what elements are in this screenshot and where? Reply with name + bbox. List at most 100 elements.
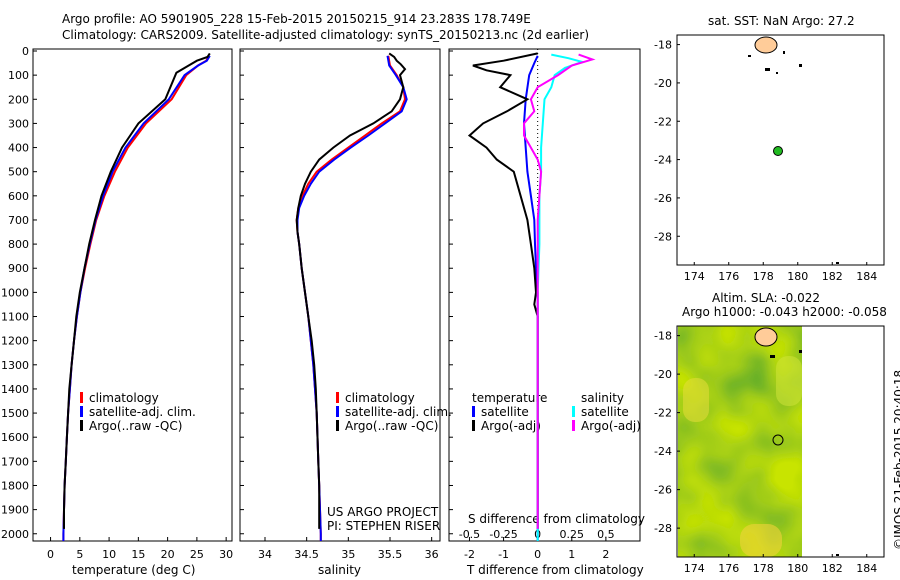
plot-frame xyxy=(32,48,233,542)
project-line-2: PI: STEPHEN RISER xyxy=(327,519,441,533)
legend-diff-sal: salinity satellite Argo(-adj) xyxy=(572,391,641,433)
project-line-1: US ARGO PROJECT xyxy=(327,505,439,519)
legend-label: satellite xyxy=(581,405,629,419)
title-line-1: Argo profile: AO 5901905_228 15-Feb-2015… xyxy=(62,12,531,26)
legend-diff-temp: temperature satellite Argo(-adj) xyxy=(472,391,547,433)
map-y-tick-label: -20 xyxy=(654,368,672,381)
secondary-x-tick-label: 0.25 xyxy=(560,528,585,541)
map-x-tick-label: 176 xyxy=(718,562,739,575)
legend-label: Argo(..raw -QC) xyxy=(345,419,439,433)
plot-frame xyxy=(239,48,441,542)
legend-item: Argo(..raw -QC) xyxy=(80,419,196,433)
map-y-tick-label: -26 xyxy=(654,192,672,205)
legend-label: Argo(-adj) xyxy=(481,419,541,433)
legend-sal-panel: climatology satellite-adj. clim. Argo(..… xyxy=(336,391,452,433)
y-tick-label: 200 xyxy=(8,93,29,106)
legend-swatch-satellite xyxy=(472,406,475,417)
y-tick-label: 600 xyxy=(8,190,29,203)
x-tick-label: 35 xyxy=(341,548,355,561)
map-x-tick-label: 182 xyxy=(822,270,843,283)
title-line-2: Climatology: CARS2009. Satellite-adjuste… xyxy=(62,28,590,42)
legend-temp-panel: climatology satellite-adj. clim. Argo(..… xyxy=(80,391,196,433)
x-tick-label: 34.5 xyxy=(294,548,319,561)
y-tick-label: 1200 xyxy=(1,335,29,348)
legend-label: Argo(-adj) xyxy=(581,419,641,433)
legend-label: Argo(..raw -QC) xyxy=(89,419,183,433)
float-position-marker xyxy=(773,146,783,156)
map-y-tick-label: -28 xyxy=(654,522,672,535)
legend-swatch-argo xyxy=(336,420,339,431)
temp-xlabel: temperature (deg C) xyxy=(72,563,196,577)
map-top-frame xyxy=(676,34,885,266)
map-y-tick-label: -26 xyxy=(654,484,672,497)
map-bottom-title-2: Argo h1000: -0.043 h2000: -0.058 xyxy=(682,305,887,319)
island-landmass xyxy=(754,327,778,347)
legend-swatch-sal-satellite xyxy=(572,406,575,417)
diff-secondary-xlabel: S difference from climatology xyxy=(468,512,645,526)
sla-warm-patch xyxy=(776,356,802,406)
map-x-tick-label: 178 xyxy=(753,562,774,575)
y-tick-label: 1900 xyxy=(1,504,29,517)
x-tick-label: 1 xyxy=(568,548,575,561)
y-tick-label: 0 xyxy=(22,45,29,58)
x-tick-label: 25 xyxy=(190,548,204,561)
legend-item: satellite xyxy=(472,405,547,419)
sla-warm-patch xyxy=(740,524,782,557)
x-tick-label: -1 xyxy=(498,548,509,561)
series-line-argo-raw-qc xyxy=(63,52,211,529)
island-speck xyxy=(799,350,802,353)
series-line-argo-raw-qc xyxy=(295,52,407,529)
x-tick-label: 35.5 xyxy=(378,548,403,561)
map-bottom-frame xyxy=(676,325,885,558)
map-y-tick-label: -18 xyxy=(654,330,672,343)
series-line-salinity-satellite xyxy=(536,53,586,541)
x-tick-label: 10 xyxy=(102,548,116,561)
map-y-tick-label: -24 xyxy=(654,445,672,458)
legend-heading: temperature xyxy=(472,391,548,405)
dateline-tick xyxy=(836,262,839,264)
diff-xlabel: T difference from climatology xyxy=(467,563,644,577)
legend-item: Argo(-adj) xyxy=(572,419,641,433)
map-x-tick-label: 178 xyxy=(753,270,774,283)
legend-label: satellite-adj. clim. xyxy=(89,405,196,419)
map-y-tick-label: -18 xyxy=(654,39,672,52)
map-x-tick-label: 184 xyxy=(856,562,877,575)
x-tick-label: 5 xyxy=(76,548,83,561)
y-tick-label: 1300 xyxy=(1,359,29,372)
legend-swatch-argo xyxy=(472,420,475,431)
legend-label: satellite-adj. clim. xyxy=(345,405,452,419)
legend-swatch-satellite xyxy=(80,406,83,417)
secondary-x-tick-label: -0.5 xyxy=(459,528,480,541)
dateline-tick xyxy=(836,554,839,556)
island-speck xyxy=(799,64,802,67)
y-tick-label: 800 xyxy=(8,238,29,251)
map-y-tick-label: -28 xyxy=(654,230,672,243)
series-line-temperature-argo-adj xyxy=(467,52,539,529)
secondary-x-tick-label: 0.5 xyxy=(597,528,615,541)
map-x-tick-label: 180 xyxy=(787,562,808,575)
map-y-tick-label: -22 xyxy=(654,115,672,128)
island-landmass xyxy=(754,36,778,54)
map-x-tick-label: 184 xyxy=(856,270,877,283)
legend-swatch-sal-argo xyxy=(572,420,575,431)
map-x-tick-label: 182 xyxy=(822,562,843,575)
map-x-tick-label: 180 xyxy=(787,270,808,283)
y-tick-label: 900 xyxy=(8,262,29,275)
plot-frame xyxy=(448,48,641,542)
legend-swatch-climatology xyxy=(80,392,83,403)
y-tick-label: 700 xyxy=(8,214,29,227)
legend-item: satellite xyxy=(572,405,641,419)
island-speck xyxy=(765,68,770,71)
map-top-title: sat. SST: NaN Argo: 27.2 xyxy=(708,14,855,28)
x-tick-label: 36 xyxy=(425,548,439,561)
legend-item: satellite-adj. clim. xyxy=(336,405,452,419)
y-tick-label: 1700 xyxy=(1,455,29,468)
y-tick-label: 1800 xyxy=(1,479,29,492)
island-speck xyxy=(748,55,751,57)
y-tick-label: 100 xyxy=(8,69,29,82)
legend-heading: salinity xyxy=(581,391,625,405)
map-bottom-title-1: Altim. SLA: -0.022 xyxy=(712,291,821,305)
island-speck xyxy=(783,51,785,54)
legend-swatch-satellite xyxy=(336,406,339,417)
